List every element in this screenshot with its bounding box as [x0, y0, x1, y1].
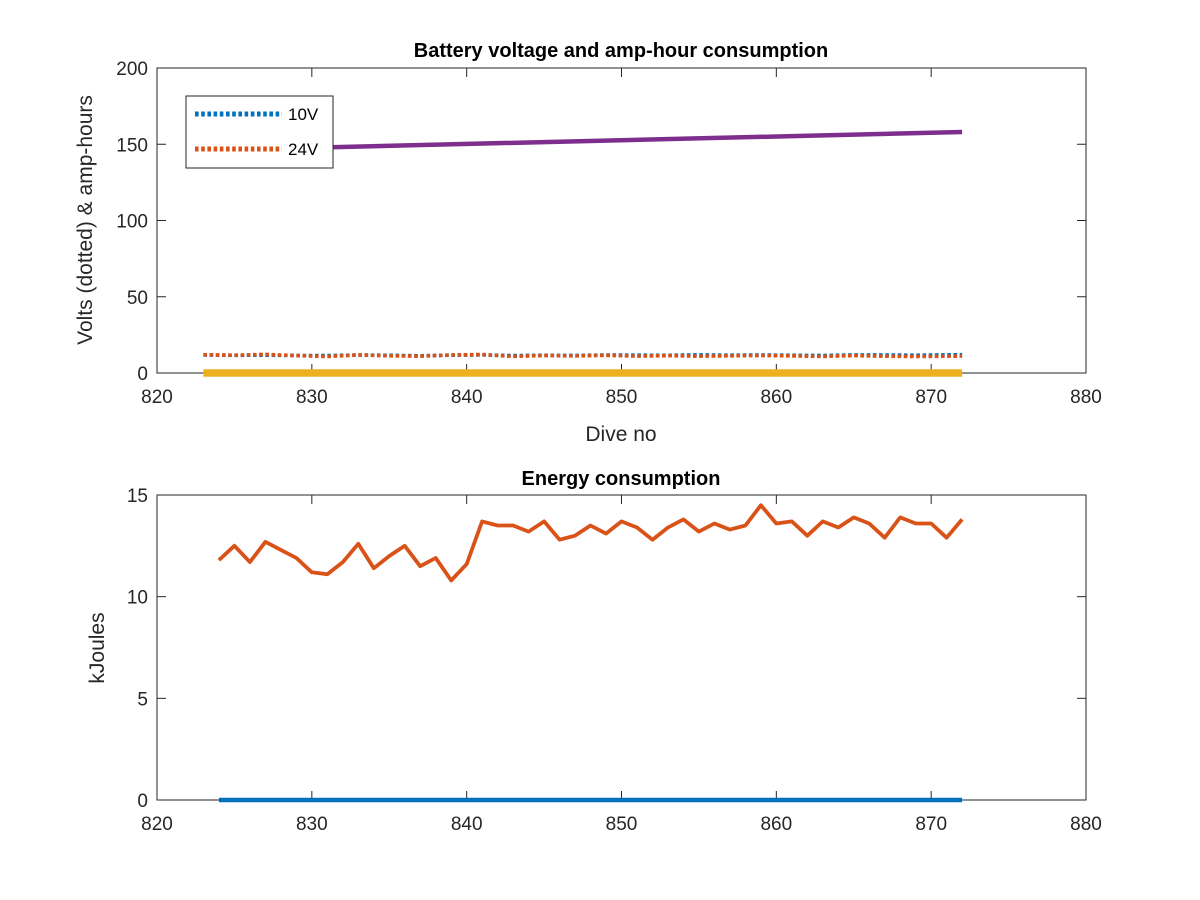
x-tick-label: 840: [451, 387, 483, 408]
x-tick-label: 830: [296, 387, 328, 408]
energy-chart-ylabel: kJoules: [86, 612, 109, 683]
y-tick-label: 200: [116, 59, 148, 80]
x-tick-label: 870: [915, 387, 947, 408]
x-tick-label: 830: [296, 814, 328, 835]
legend-box: [185, 95, 334, 169]
energy-chart-title: Energy consumption: [522, 468, 721, 490]
y-tick-label: 0: [137, 791, 148, 812]
y-tick-label: 10: [127, 588, 148, 609]
series-line-s1: [217, 503, 964, 583]
y-tick-label: 0: [137, 364, 148, 385]
legend-label: 24V: [288, 140, 319, 159]
axes-frame: [156, 494, 1087, 801]
voltage-chart-xlabel: Dive no: [585, 423, 656, 446]
x-tick-label: 880: [1070, 387, 1102, 408]
y-tick-label: 5: [137, 689, 148, 710]
y-tick-label: 15: [127, 486, 148, 507]
x-tick-label: 840: [451, 814, 483, 835]
y-tick-label: 150: [116, 135, 148, 156]
x-tick-label: 850: [606, 387, 638, 408]
y-tick-label: 50: [127, 288, 148, 309]
series-line-24v: [203, 352, 963, 359]
voltage-chart-title: Battery voltage and amp-hour consumption: [414, 40, 828, 62]
x-tick-label: 820: [141, 814, 173, 835]
x-tick-label: 820: [141, 387, 173, 408]
x-tick-label: 870: [915, 814, 947, 835]
legend-label: 10V: [288, 105, 319, 124]
voltage-chart-ylabel: Volts (dotted) & amp-hours: [74, 95, 97, 345]
x-tick-label: 860: [760, 814, 792, 835]
x-tick-label: 880: [1070, 814, 1102, 835]
x-tick-label: 860: [760, 387, 792, 408]
y-tick-label: 100: [116, 212, 148, 233]
voltage-chart: Battery voltage and amp-hour consumption…: [74, 40, 1102, 446]
energy-chart: Energy consumption kJoules 820 830 840 850 8…: [86, 468, 1102, 835]
x-tick-label: 850: [606, 814, 638, 835]
